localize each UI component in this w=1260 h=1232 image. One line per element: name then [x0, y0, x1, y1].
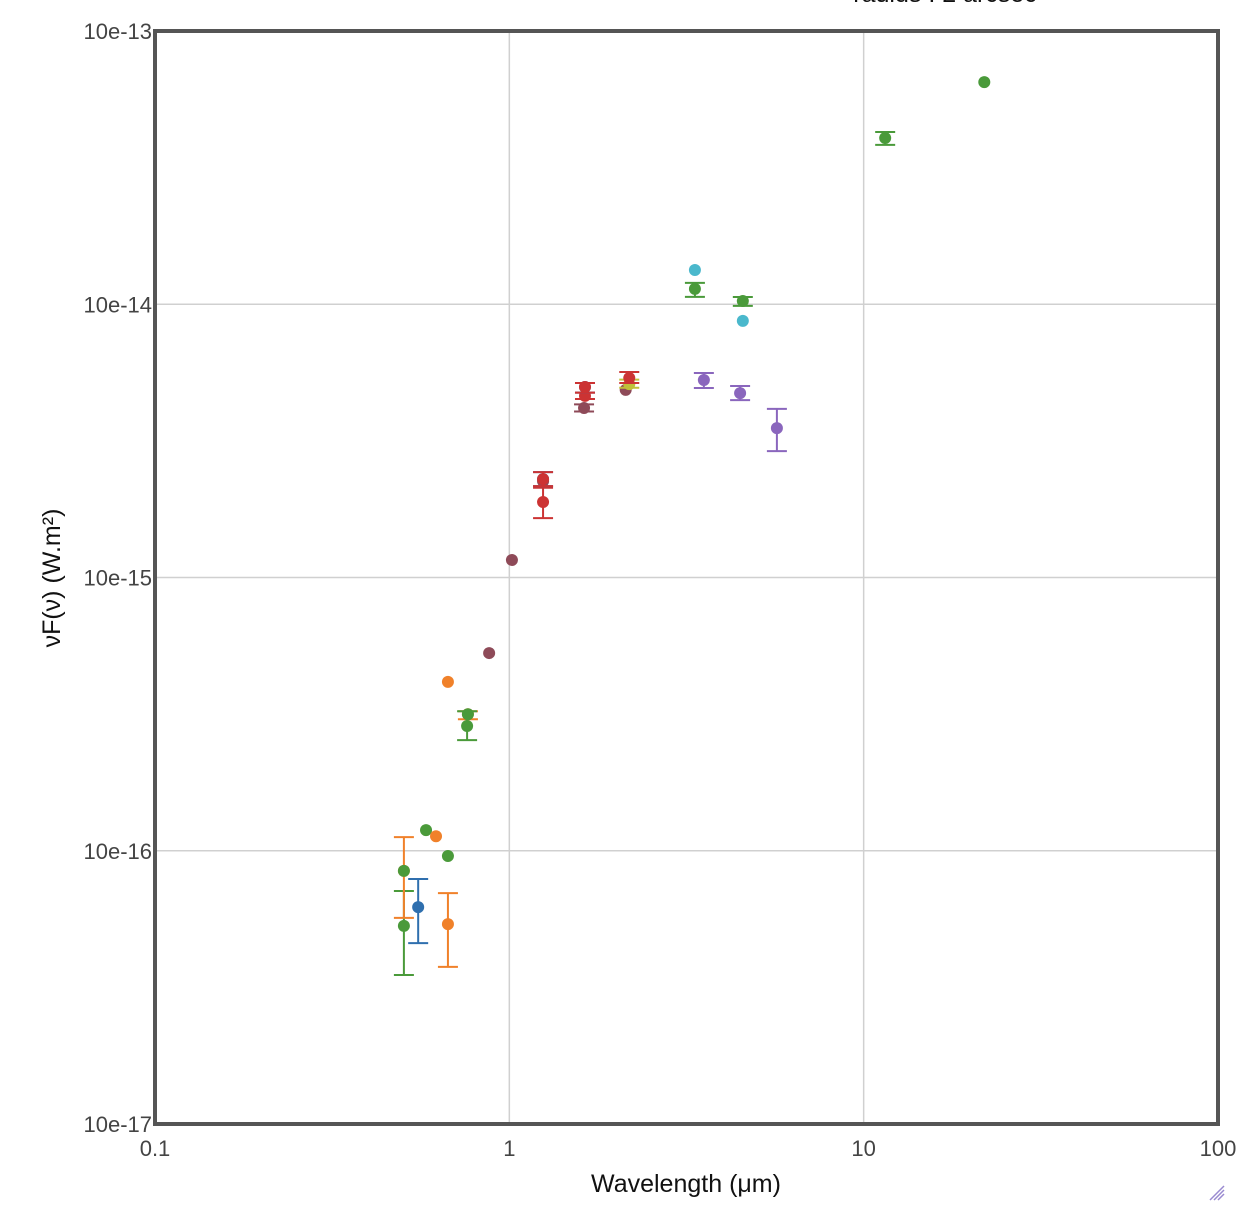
data-point-orange[interactable]: [393, 836, 414, 919]
marker: [441, 675, 454, 688]
marker: [483, 647, 496, 660]
gridlines: [154, 30, 1219, 1125]
marker: [441, 918, 454, 931]
chart-title: radius : 2 arcsec: [853, 0, 1036, 8]
y-tick-label: 10e-13: [83, 19, 152, 44]
data-point-green[interactable]: [397, 864, 410, 877]
marker: [461, 720, 474, 733]
data-point-cyan[interactable]: [736, 314, 749, 327]
marker: [697, 374, 710, 387]
data-point-orange[interactable]: [430, 830, 443, 843]
data-point-red[interactable]: [574, 380, 595, 394]
y-tick-label: 10e-14: [83, 292, 152, 317]
y-tick-label: 10e-16: [83, 839, 152, 864]
tick-labels: 0.1 1 10 100 10e-13 10e-14 10e-15 10e-16 10e-17: [83, 19, 1236, 1161]
data-point-green[interactable]: [978, 76, 991, 89]
marker: [688, 264, 701, 277]
data-point-purple[interactable]: [693, 372, 714, 389]
data-point-orange[interactable]: [437, 892, 458, 968]
marker: [736, 314, 749, 327]
marker: [537, 473, 550, 486]
marker: [734, 387, 747, 400]
data-point-purple[interactable]: [730, 385, 751, 402]
marker: [412, 901, 425, 914]
data-point-maroon[interactable]: [505, 553, 518, 566]
plot-frame: [153, 29, 1220, 1126]
marker: [578, 380, 591, 393]
y-axis-label: νF(ν) (W.m²): [38, 509, 66, 648]
marker: [879, 131, 892, 144]
marker: [736, 294, 749, 307]
marker: [441, 849, 454, 862]
data-point-maroon[interactable]: [483, 647, 496, 660]
marker: [420, 824, 433, 837]
data-point-green[interactable]: [441, 849, 454, 862]
data-point-green[interactable]: [684, 281, 705, 298]
data-point-maroon[interactable]: [574, 402, 595, 415]
data-point-red[interactable]: [619, 371, 640, 385]
resize-handle-icon[interactable]: [1209, 1185, 1225, 1201]
data-point-green[interactable]: [420, 824, 433, 837]
data-point-red[interactable]: [533, 471, 554, 488]
y-tick-label: 10e-15: [83, 566, 152, 591]
marker: [537, 495, 550, 508]
marker: [978, 76, 991, 89]
data-point-orange[interactable]: [441, 675, 454, 688]
x-tick-label: 0.1: [140, 1136, 171, 1161]
data-point-green[interactable]: [875, 130, 896, 146]
marker: [397, 919, 410, 932]
data-points: [393, 76, 991, 976]
x-axis-label: Wavelength (μm): [591, 1170, 781, 1198]
data-point-blue[interactable]: [408, 878, 429, 945]
data-point-green[interactable]: [457, 710, 478, 742]
marker: [430, 830, 443, 843]
marker: [578, 402, 591, 415]
marker: [770, 422, 783, 435]
data-point-purple[interactable]: [766, 407, 787, 453]
y-tick-label: 10e-17: [83, 1112, 152, 1137]
marker: [623, 372, 636, 385]
data-point-cyan[interactable]: [688, 264, 701, 277]
data-point-red[interactable]: [533, 486, 554, 520]
marker: [505, 553, 518, 566]
marker: [397, 864, 410, 877]
x-tick-label: 100: [1200, 1136, 1237, 1161]
x-tick-label: 1: [503, 1136, 515, 1161]
marker: [688, 282, 701, 295]
data-point-green[interactable]: [732, 294, 753, 307]
x-tick-label: 10: [851, 1136, 875, 1161]
